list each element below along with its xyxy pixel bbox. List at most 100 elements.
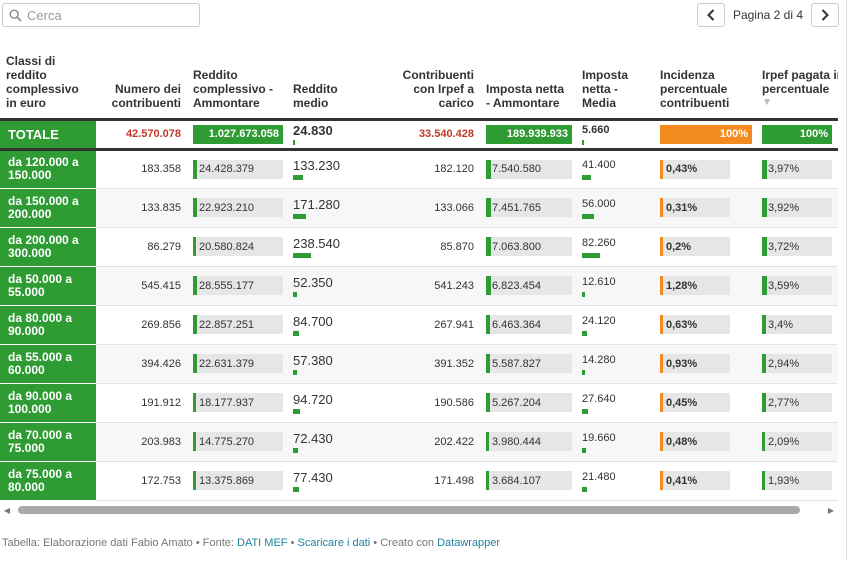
table-row: da 200.000 a 300.000 86.279 20.580.824 238.… (0, 227, 838, 267)
cell-reddito-medio: 84.700 (287, 305, 379, 345)
col-header-classi[interactable]: Classi di reddito complessivo in euro (0, 45, 96, 119)
total-row: TOTALE 42.570.078 1.027.673.058 24.830 3… (0, 117, 838, 151)
bar-fill (488, 237, 491, 256)
reddito-bar: 18.177.937 (193, 393, 283, 412)
cell-irpef-pagata: 2,09% (756, 422, 838, 462)
bar-fill (195, 471, 196, 490)
col-header-reddito-medio[interactable]: Reddito medio (287, 45, 379, 119)
bar-label: 22.857.251 (199, 318, 255, 331)
cell-reddito-ammontare: 22.923.210 (187, 188, 287, 228)
mini-bar (293, 408, 300, 414)
cell-reddito-ammontare: 28.555.177 (187, 266, 287, 306)
col-header-imposta-media[interactable]: Imposta netta - Media (576, 45, 654, 119)
bar-fill (195, 159, 197, 179)
next-page-button[interactable] (811, 3, 839, 27)
bar-label: 6.823.454 (492, 279, 541, 292)
bar-label: 3,59% (768, 279, 800, 292)
medio-value: 133.230 (293, 158, 340, 173)
col-header-label: Reddito complessivo - Ammontare (193, 67, 274, 110)
incidenza-bar: 1,28% (660, 276, 730, 295)
row-class-label: da 70.000 a 75.000 (0, 422, 96, 462)
cell-contribuenti: 202.422 (379, 422, 480, 462)
col-header-irpef-pagata[interactable]: Irpef pagata in percentuale ▼ (756, 45, 838, 119)
bar-label: 189.939.933 (506, 128, 568, 140)
bar-fill (195, 237, 196, 256)
bar-label: 28.555.177 (199, 279, 255, 292)
scroll-right-icon[interactable]: ▶ (827, 505, 835, 515)
bar-fill (488, 354, 490, 373)
col-header-reddito-ammontare[interactable]: Reddito complessivo - Ammontare (187, 45, 287, 119)
cell-contribuenti: 85.870 (379, 227, 480, 267)
medio-value: 77.430 (293, 469, 333, 485)
chevron-left-icon (707, 9, 715, 21)
search-input[interactable] (27, 7, 187, 23)
total-incidenza: 100% (654, 117, 756, 151)
bar-label: 14.775.270 (199, 435, 255, 448)
footer-credit: Tabella: Elaborazione dati Fabio Amato •… (2, 537, 237, 549)
mini-bar (582, 252, 600, 258)
download-data-link[interactable]: Scaricare i dati (297, 537, 371, 549)
cell-imposta-ammontare: 5.587.827 (480, 344, 576, 384)
medio-value: 52.350 (293, 274, 333, 290)
cell-numero: 86.279 (96, 227, 187, 267)
incidenza-bar: 0,45% (660, 393, 730, 412)
cell-reddito-medio: 72.430 (287, 422, 379, 462)
bar-fill (764, 159, 767, 179)
incidenza-bar: 0,2% (660, 237, 730, 256)
cell-irpef-pagata: 2,94% (756, 344, 838, 384)
scroll-thumb[interactable] (18, 506, 800, 514)
mini-bar (293, 140, 295, 145)
scroll-left-icon[interactable]: ◀ (3, 505, 11, 515)
bar-label: 7.451.765 (492, 201, 541, 214)
bar-label: 1.027.673.058 (208, 128, 279, 140)
cell-imposta-ammontare: 7.451.765 (480, 188, 576, 228)
source-link[interactable]: DATI MEF (237, 537, 288, 549)
bar-label: 2,94% (768, 357, 800, 370)
total-label: TOTALE (0, 117, 96, 151)
reddito-bar: 13.375.869 (193, 471, 283, 490)
search-box[interactable] (2, 3, 200, 27)
table-row: da 70.000 a 75.000 203.983 14.775.270 72.43… (0, 422, 838, 462)
irpef-bar: 1,93% (762, 471, 832, 490)
bar-label: 1,93% (768, 474, 800, 487)
bar-fill (764, 124, 832, 144)
cell-contribuenti: 133.066 (379, 188, 480, 228)
imposta-bar: 5.587.827 (486, 354, 572, 373)
reddito-bar: 28.555.177 (193, 276, 283, 295)
bar-fill (764, 198, 767, 217)
bar-fill (195, 198, 197, 217)
mini-bar (293, 330, 299, 336)
table-scroll-area[interactable]: Classi di reddito complessivo in euro Nu… (0, 45, 838, 503)
cell-imposta-media: 14.280 (576, 344, 654, 384)
mini-bar (582, 369, 585, 375)
imposta-bar: 7.540.580 (486, 159, 572, 179)
cell-irpef-pagata: 3,97% (756, 149, 838, 189)
mini-bar (293, 447, 298, 453)
bar-label: 3,4% (768, 318, 794, 331)
scroll-track[interactable] (14, 506, 824, 514)
bar-fill (195, 276, 197, 295)
reddito-bar: 22.857.251 (193, 315, 283, 334)
bar-fill (662, 432, 663, 451)
bar-fill (662, 354, 663, 373)
col-header-imposta-ammontare[interactable]: Imposta netta - Ammontare (480, 45, 576, 119)
prev-page-button[interactable] (696, 3, 725, 27)
col-header-contribuenti-irpef[interactable]: Contribuenti con Irpef a carico (379, 45, 480, 119)
cell-reddito-ammontare: 18.177.937 (187, 383, 287, 423)
reddito-bar: 22.923.210 (193, 198, 283, 217)
col-header-incidenza[interactable]: Incidenza percentuale contribuenti (654, 45, 756, 119)
bar-fill (195, 432, 196, 451)
footer-created-with: • Creato con (370, 537, 438, 549)
bar-fill (764, 276, 767, 295)
total-irpef: 100% (756, 117, 838, 151)
imposta-bar: 5.267.204 (486, 393, 572, 412)
bar-fill (488, 432, 489, 451)
bar-label: 6.463.364 (492, 318, 541, 331)
col-header-numero[interactable]: Numero dei contribuenti (96, 45, 187, 119)
bar-label: 0,31% (666, 201, 698, 214)
datawrapper-link[interactable]: Datawrapper (437, 537, 501, 549)
imposta-bar: 3.980.444 (486, 432, 572, 451)
horizontal-scrollbar[interactable]: ◀ ▶ (0, 504, 838, 516)
col-header-label: Reddito medio (293, 81, 338, 110)
incidenza-bar: 0,93% (660, 354, 730, 373)
